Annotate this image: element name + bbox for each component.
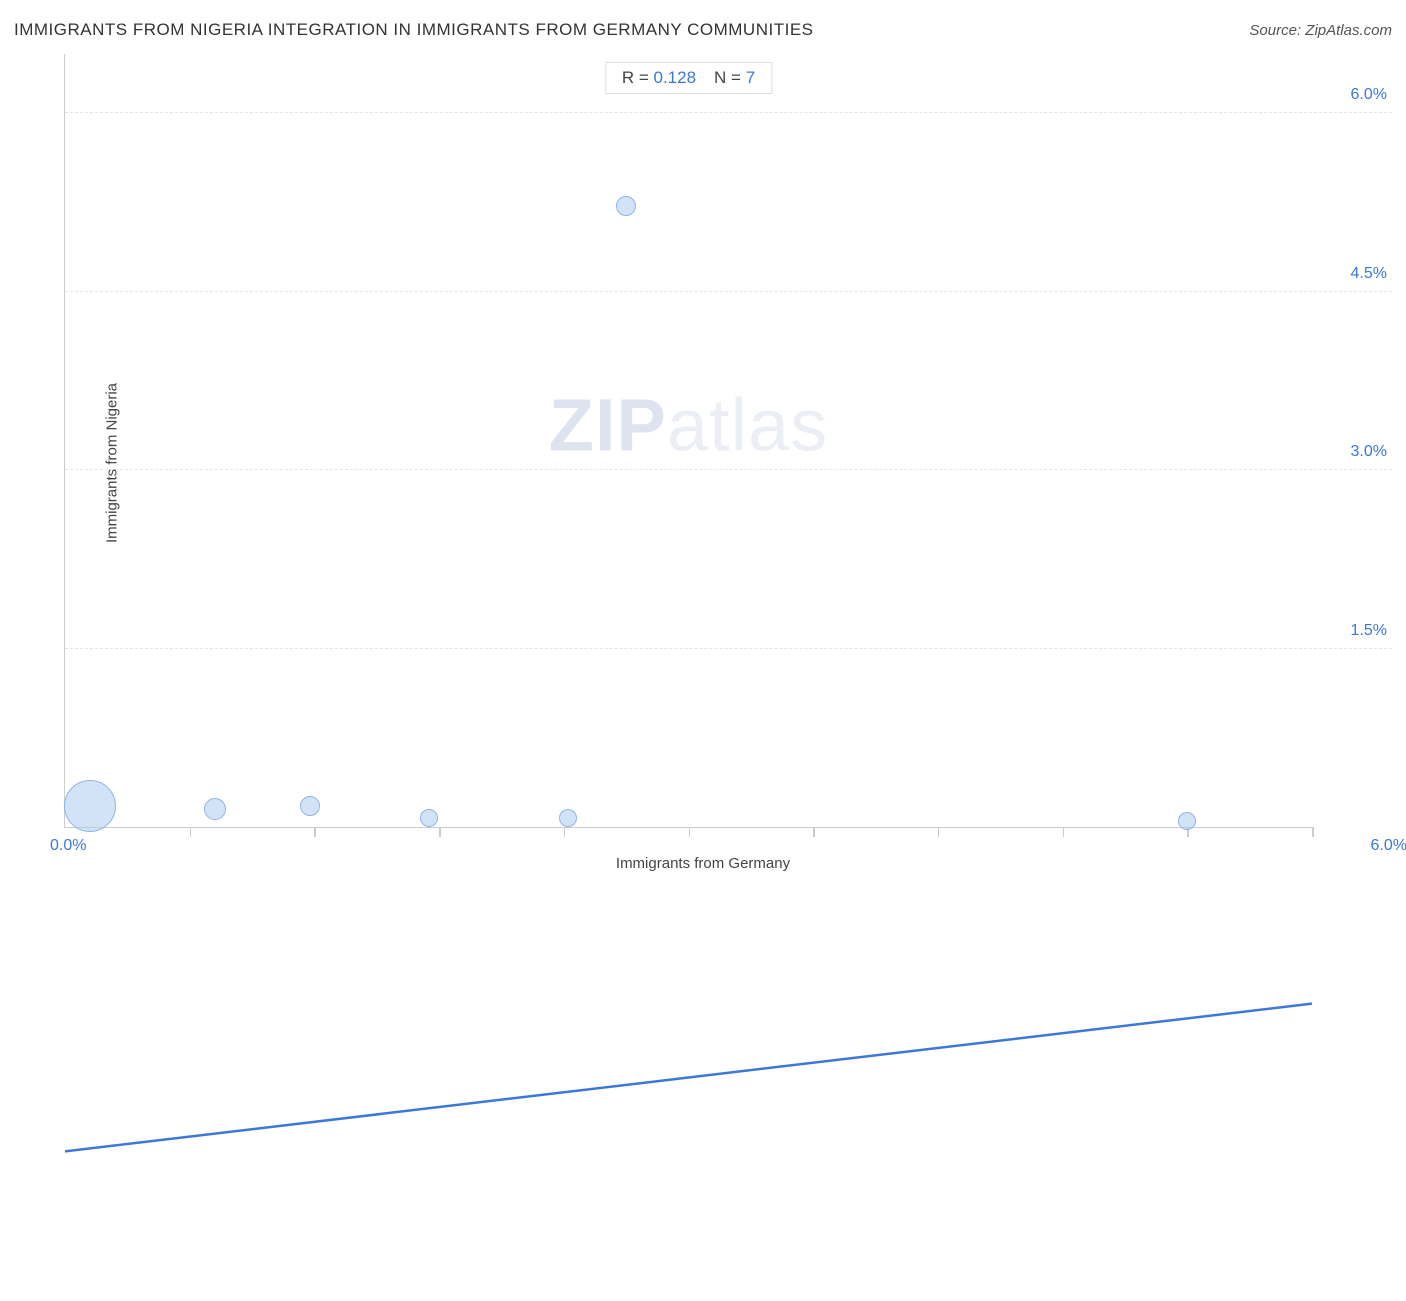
header: IMMIGRANTS FROM NIGERIA INTEGRATION IN I… bbox=[14, 20, 1392, 40]
x-tick bbox=[938, 827, 940, 837]
x-origin-label: 0.0% bbox=[50, 837, 86, 855]
watermark: ZIPatlas bbox=[549, 383, 828, 468]
x-tick bbox=[439, 827, 441, 837]
source-prefix: Source: bbox=[1249, 22, 1305, 39]
stat-n-value: 7 bbox=[746, 68, 755, 87]
watermark-light: atlas bbox=[667, 384, 828, 467]
data-point bbox=[616, 196, 636, 216]
y-tick-label: 1.5% bbox=[1351, 622, 1387, 640]
source-attribution: Source: ZipAtlas.com bbox=[1249, 22, 1392, 39]
y-tick-label: 3.0% bbox=[1351, 443, 1387, 461]
gridline bbox=[65, 291, 1392, 292]
x-tick bbox=[314, 827, 316, 837]
stat-r-label: R = bbox=[622, 68, 649, 87]
x-tick bbox=[564, 827, 566, 837]
x-tick bbox=[689, 827, 691, 837]
gridline bbox=[65, 648, 1392, 649]
data-point bbox=[1178, 812, 1196, 830]
x-max-label: 6.0% bbox=[1371, 837, 1406, 855]
stat-n-label: N = bbox=[714, 68, 741, 87]
stat-n: N = 7 bbox=[714, 68, 755, 88]
x-axis-label: Immigrants from Germany bbox=[616, 855, 790, 872]
chart-title: IMMIGRANTS FROM NIGERIA INTEGRATION IN I… bbox=[14, 20, 814, 40]
source-name: ZipAtlas.com bbox=[1305, 22, 1392, 39]
data-point bbox=[204, 798, 226, 820]
gridline bbox=[65, 112, 1392, 113]
y-tick-label: 6.0% bbox=[1351, 86, 1387, 104]
chart-container: Immigrants from Nigeria Immigrants from … bbox=[14, 54, 1392, 872]
gridline bbox=[65, 469, 1392, 470]
x-tick bbox=[1063, 827, 1065, 837]
stats-box: R = 0.128 N = 7 bbox=[605, 62, 772, 94]
y-tick-label: 4.5% bbox=[1351, 265, 1387, 283]
x-tick bbox=[190, 827, 192, 837]
data-point bbox=[300, 796, 320, 816]
trend-line bbox=[65, 54, 1312, 1301]
x-tick bbox=[1312, 827, 1314, 837]
x-tick bbox=[813, 827, 815, 837]
data-point bbox=[420, 809, 438, 827]
data-point bbox=[559, 809, 577, 827]
data-point bbox=[64, 780, 116, 832]
stat-r-value: 0.128 bbox=[653, 68, 696, 87]
plot-area: ZIPatlas 1.5%3.0%4.5%6.0% 0.0% 6.0% R = … bbox=[64, 54, 1312, 828]
watermark-bold: ZIP bbox=[549, 384, 667, 467]
stat-r: R = 0.128 bbox=[622, 68, 696, 88]
